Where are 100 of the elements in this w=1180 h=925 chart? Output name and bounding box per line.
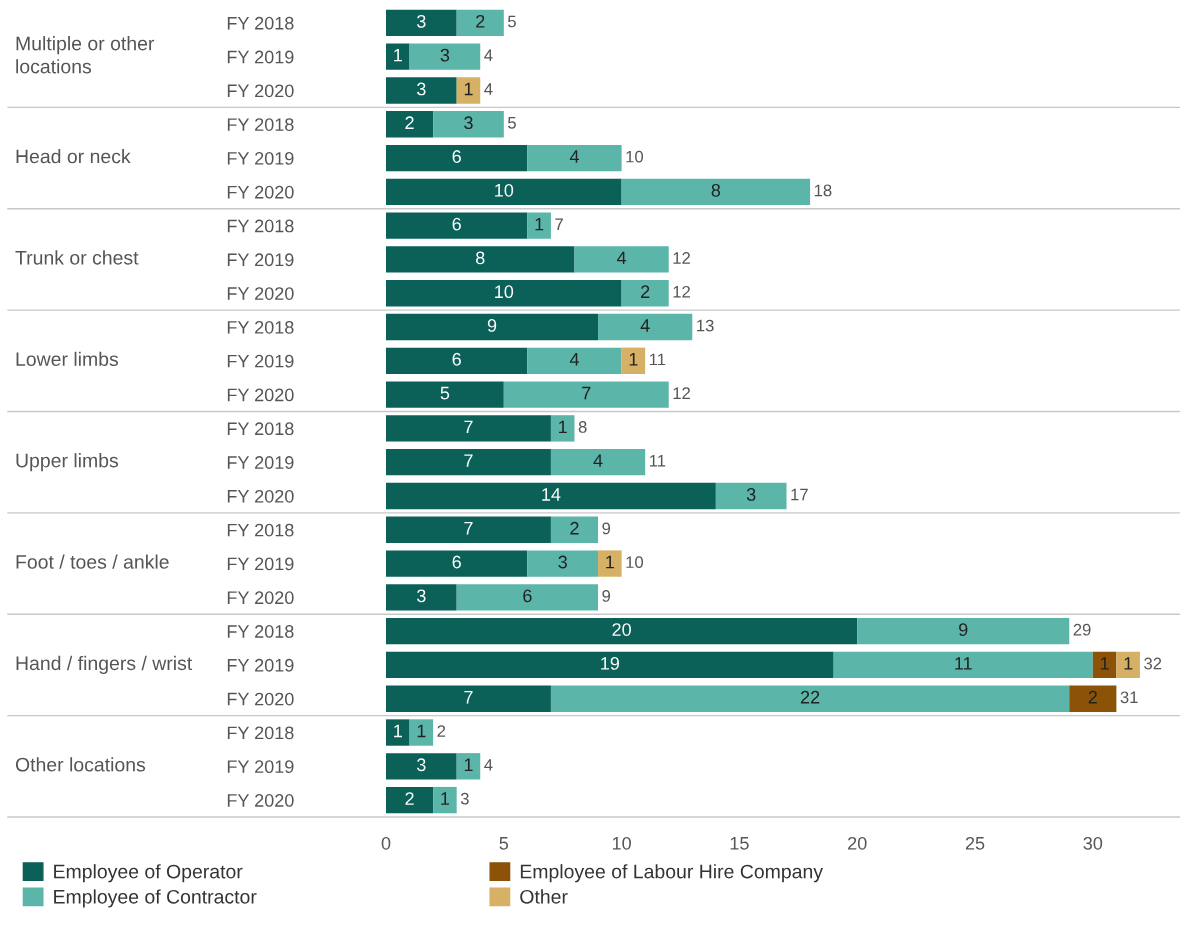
y-tick-label: FY 2019: [227, 760, 294, 774]
bar: [833, 651, 1093, 679]
total-label: 18: [814, 184, 832, 197]
bar: [386, 212, 528, 239]
y-tick-label: FY 2020: [227, 794, 294, 807]
y-tick-label: FY 2019: [227, 354, 294, 368]
bar: [621, 178, 811, 206]
bar: [386, 651, 834, 679]
bar: [433, 111, 504, 138]
y-tick-label: FY 2018: [227, 422, 294, 436]
bar: [386, 9, 457, 37]
y-tick-label: FY 2019: [227, 658, 294, 672]
total-label: 12: [673, 252, 690, 264]
total-label: 4: [484, 759, 493, 771]
bar: [386, 753, 457, 780]
data-label: 8: [711, 183, 721, 197]
bar: [1069, 685, 1117, 712]
bar: [386, 415, 551, 442]
bar: [621, 280, 669, 307]
legend-label: Employee of Contractor: [54, 889, 257, 908]
data-label: 1: [394, 724, 402, 738]
bar: [409, 719, 434, 746]
total-label: 8: [578, 421, 587, 433]
data-label: 10: [495, 183, 514, 197]
bar: [621, 347, 646, 374]
data-label: 1: [441, 792, 450, 805]
bar: [433, 786, 457, 814]
data-label: 5: [440, 386, 450, 400]
data-label: 10: [495, 285, 514, 299]
total-label: 3: [460, 792, 469, 805]
total-label: 12: [673, 285, 690, 298]
data-label: 7: [582, 386, 591, 400]
data-label: 11: [955, 657, 972, 670]
total-label: 9: [602, 590, 611, 602]
y-tick-label: FY 2018: [227, 320, 294, 334]
y-tick-label: FY 2020: [227, 84, 294, 98]
total-label: 10: [626, 150, 644, 163]
y-tick-label: FY 2018: [227, 16, 294, 30]
x-tick-label: 10: [612, 836, 631, 850]
text: Multiple or other locations: [16, 36, 155, 74]
data-label: 1: [394, 48, 402, 62]
x-tick-label: 0: [381, 836, 391, 850]
data-label: 1: [535, 217, 544, 231]
bar: [386, 449, 551, 476]
bar: [1116, 651, 1140, 679]
data-label: 7: [464, 454, 473, 467]
bar: [386, 381, 504, 408]
bar: [456, 584, 599, 611]
data-label: 3: [558, 555, 567, 569]
bar: [550, 516, 599, 543]
bar: [456, 753, 481, 780]
data-label: 4: [569, 150, 579, 163]
text: Upper limbs: [16, 453, 119, 472]
total-label: 4: [484, 49, 493, 61]
data-label: 22: [800, 690, 820, 704]
text: Foot / toes / ankle: [16, 554, 169, 569]
data-label: 1: [559, 420, 567, 434]
text: Head or neck: [16, 149, 131, 164]
text: Lower limbs: [16, 351, 119, 367]
total-label: 5: [508, 117, 516, 129]
data-label: 1: [464, 82, 473, 96]
y-tick-label: FY 2020: [227, 591, 294, 605]
bar: [386, 617, 858, 645]
total-label: 10: [626, 556, 644, 569]
bar: [409, 43, 481, 70]
bar: [456, 9, 504, 37]
bar: [715, 482, 787, 510]
bar: [550, 415, 575, 442]
total-label: 11: [649, 455, 666, 467]
y-tick-label: FY 2020: [227, 692, 294, 706]
x-tick-label: 5: [499, 837, 509, 850]
bar: [386, 111, 434, 138]
y-tick-label: FY 2018: [227, 118, 294, 131]
data-label: 4: [617, 251, 627, 265]
data-label: 2: [405, 792, 414, 805]
bar: [386, 43, 410, 70]
y-tick-label: FY 2018: [227, 523, 294, 537]
bar: [574, 246, 669, 273]
data-label: 7: [464, 690, 473, 704]
data-label: 7: [464, 522, 473, 535]
data-label: 6: [452, 217, 461, 231]
data-label: 3: [440, 48, 450, 62]
total-label: 5: [508, 15, 516, 28]
y-tick-label: FY 2019: [227, 253, 294, 267]
data-label: 2: [405, 116, 414, 129]
total-label: 7: [555, 218, 563, 230]
data-label: 2: [641, 285, 650, 298]
data-label: 14: [542, 488, 561, 501]
bar: [503, 381, 669, 408]
total-label: 17: [791, 488, 808, 501]
data-label: 9: [487, 319, 497, 332]
data-label: 4: [569, 353, 579, 366]
data-label: 9: [959, 623, 968, 636]
x-tick-label: 15: [730, 837, 749, 850]
bar: [386, 786, 434, 814]
bar: [386, 77, 457, 104]
x-tick-label: 25: [965, 836, 985, 850]
y-tick-label: FY 2020: [227, 489, 294, 503]
y-tick-label: FY 2019: [227, 557, 294, 571]
bar: [386, 584, 457, 611]
